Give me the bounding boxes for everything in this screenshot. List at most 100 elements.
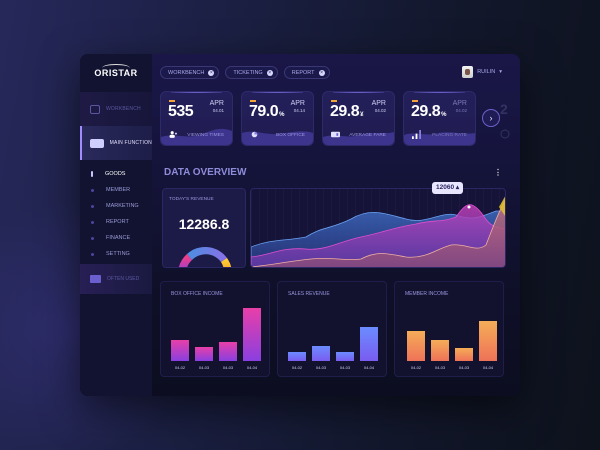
wave-decoration (323, 132, 394, 145)
bullet-icon (91, 204, 94, 208)
logo: ORISTAR (80, 54, 152, 92)
stat-month: APR (371, 100, 386, 107)
stat-value: 79.0% (249, 103, 284, 120)
stat-card-viewing-times[interactable]: 535 APR 04.01 VIEWING TIMES (160, 91, 233, 146)
bar-label: 04-04 (246, 365, 258, 370)
revenue-value: 12286.8 (178, 216, 230, 232)
stat-label: AVERAGE FARE (349, 133, 386, 138)
chart-title: BOX OFFICE INCOME (171, 291, 223, 297)
stat-value: 535 (168, 103, 194, 120)
card-indicator (331, 100, 337, 102)
stat-day: 04.01 (212, 108, 224, 113)
sub-item-report[interactable]: REPORT (80, 214, 152, 230)
sidebar-item-label: MAIN FUNCTION (109, 140, 152, 146)
member-income-chart[interactable]: MEMBER INCOME 04-02 04-03 04-03 04-04 (394, 281, 504, 377)
chevron-right-icon: › (489, 113, 493, 123)
box-office-income-chart[interactable]: BOX OFFICE INCOME 04-02 04-03 04-03 04-0… (160, 281, 270, 377)
card-indicator (169, 100, 175, 102)
bar-chart-svg (407, 321, 497, 361)
pie-icon (251, 131, 258, 138)
chevron-down-icon: ▾ (499, 69, 502, 75)
sub-item-label: GOODS (105, 171, 126, 177)
tab-report[interactable]: REPORT × (283, 66, 330, 79)
signal-icon (412, 130, 421, 139)
bar-label: 04-04 (482, 365, 494, 370)
bar-chart-svg (171, 308, 261, 361)
stat-month: APR (290, 100, 305, 107)
bar-label: 04-03 (198, 365, 210, 370)
sub-item-marketing[interactable]: MARKETING (80, 198, 152, 214)
bar-label: 04-03 (222, 365, 234, 370)
active-indicator (91, 171, 93, 177)
tab-label: TICKETING (233, 69, 263, 76)
sub-item-label: FINANCE (106, 235, 131, 241)
bullet-icon (91, 220, 94, 224)
next-cards-button[interactable]: › (482, 109, 500, 127)
close-icon[interactable]: × (266, 69, 273, 76)
svg-text:2: 2 (500, 101, 508, 117)
today-revenue-card: TODAY'S REVENUE 12286.8 (162, 188, 246, 268)
close-icon[interactable]: × (208, 69, 215, 76)
tab-label: WORKBENCH (168, 69, 205, 76)
bar-label: 04-03 (458, 365, 470, 370)
tab-bar: WORKBENCH × TICKETING × REPORT × (160, 66, 330, 79)
sales-revenue-chart[interactable]: SALES REVENUE 04-02 04-03 04-03 04-04 (277, 281, 387, 377)
revenue-label: TODAY'S REVENUE (169, 197, 214, 202)
bar-label: 04-02 (291, 365, 303, 370)
chart-title: SALES REVENUE (288, 291, 330, 297)
users-icon (169, 131, 177, 138)
dashboard-window: ORISTAR WORKBENCH MAIN FUNCTION GOODS ME… (80, 54, 520, 396)
bullet-icon (91, 236, 94, 240)
bar-label: 04-03 (315, 365, 327, 370)
bar-label: 04-03 (339, 365, 351, 370)
stat-label: BOX OFFICE (275, 133, 305, 138)
wave-decoration (242, 131, 313, 145)
logo-text: ORISTAR (94, 68, 138, 78)
stat-card-box-office[interactable]: 79.0% APR 04.14 BOX OFFICE (241, 91, 314, 146)
user-menu[interactable]: RUILIN ▾ (462, 66, 502, 78)
close-icon[interactable]: × (318, 69, 325, 76)
stat-day: 04.02 (374, 108, 386, 113)
presentation-icon (90, 138, 104, 148)
wave-decoration (404, 132, 475, 145)
stat-cards: 535 APR 04.01 VIEWING TIMES 79.0% APR 04… (160, 91, 476, 146)
bar-label: 04-03 (434, 365, 446, 370)
sub-menu: GOODS MEMBER MARKETING REPORT FINANCE SE… (80, 160, 152, 262)
stat-day: 04.02 (455, 108, 467, 113)
next-card-preview: 2 (500, 101, 510, 139)
stat-card-placing-rate[interactable]: 29.8% APR 04.02 PLACING RATE (403, 91, 476, 146)
sub-item-label: MARKETING (106, 203, 139, 209)
stat-month: APR (452, 100, 467, 107)
more-options-icon[interactable]: ⋮ (494, 168, 502, 177)
tab-label: REPORT (291, 69, 315, 76)
sub-item-setting[interactable]: SETTING (80, 246, 152, 262)
sidebar-item-main-function[interactable]: MAIN FUNCTION (80, 126, 152, 160)
section-title: DATA OVERVIEW (164, 167, 247, 178)
area-chart[interactable] (250, 188, 506, 268)
sidebar-item-workbench[interactable]: WORKBENCH (80, 92, 152, 126)
wave-decoration (161, 128, 232, 145)
stat-value: 29.8¥ (330, 103, 363, 120)
revenue-gauge (178, 246, 232, 267)
logo-arc-icon (102, 64, 130, 72)
area-chart-svg (251, 189, 505, 267)
sub-item-member[interactable]: MEMBER (80, 182, 152, 198)
card-indicator (412, 100, 418, 102)
sub-item-finance[interactable]: FINANCE (80, 230, 152, 246)
stat-card-average-fare[interactable]: 29.8¥ APR 04.02 AVERAGE FARE (322, 91, 395, 146)
ticket-icon (331, 131, 340, 138)
stat-label: VIEWING TIMES (187, 133, 224, 138)
bullet-icon (91, 252, 94, 256)
avatar (462, 66, 474, 78)
often-used-button[interactable]: OFTEN USED (80, 264, 152, 294)
tab-ticketing[interactable]: TICKETING × (225, 66, 278, 79)
film-icon (90, 275, 101, 283)
bar-chart-svg (288, 327, 378, 361)
sub-item-goods[interactable]: GOODS (80, 166, 152, 182)
tab-workbench[interactable]: WORKBENCH × (160, 66, 220, 79)
stat-day: 04.14 (293, 108, 305, 113)
main-content: WORKBENCH × TICKETING × REPORT × RUILIN ▾ 5… (152, 54, 520, 396)
chart-tooltip: 12060 ▴ (432, 182, 464, 194)
sub-item-label: SETTING (106, 251, 130, 257)
calendar-icon (90, 104, 100, 114)
